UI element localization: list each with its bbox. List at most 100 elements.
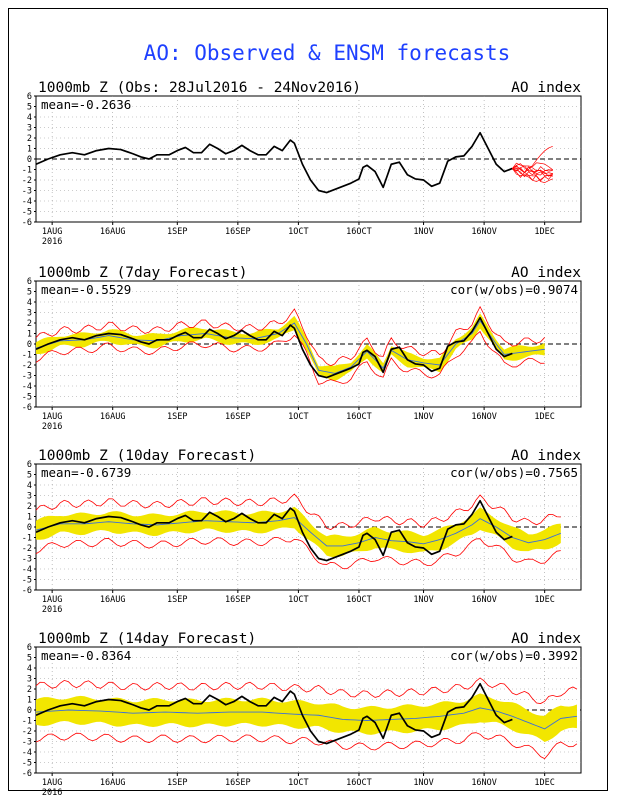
y-tick-label: 0 [27, 706, 32, 716]
x-tick-label: 16NOV [471, 778, 497, 788]
y-tick-label: -6 [22, 218, 32, 228]
figure-frame [8, 8, 608, 791]
label-background [449, 282, 579, 297]
y-tick-label: 3 [27, 124, 32, 134]
x-tick-label: 1NOV [413, 412, 433, 422]
x-tick-label: 1OCT [288, 778, 308, 788]
x-tick-sublabel: 2016 [42, 788, 62, 798]
x-tick-label: 16AUG [100, 227, 126, 237]
panel-right-label: AO index [511, 80, 581, 96]
member-lower-envelope [35, 330, 545, 385]
y-tick-label: -1 [22, 166, 32, 176]
x-tick-label: 1SEP [167, 595, 187, 605]
ensemble-spread-band [36, 313, 545, 382]
y-tick-label: 5 [27, 654, 32, 664]
observed-ao-line [35, 316, 513, 379]
chart-panel-1: 1000mb Z (Obs: 28Jul2016 - 24Nov2016) AO … [22, 80, 582, 247]
x-tick-label: 16OCT [346, 227, 372, 237]
x-tick-sublabel: 2016 [42, 422, 62, 432]
y-tick-label: 2 [27, 134, 32, 144]
x-tick-label: 16SEP [225, 595, 251, 605]
y-tick-label: -1 [22, 534, 32, 544]
label-background [40, 282, 133, 297]
y-tick-label: -2 [22, 361, 32, 371]
x-tick-label: 16SEP [225, 412, 251, 422]
y-tick-label: -5 [22, 576, 32, 586]
label-background [449, 465, 579, 480]
figure-title: AO: Observed & ENSM forecasts [144, 41, 511, 65]
x-tick-label: 1OCT [288, 227, 308, 237]
y-tick-label: -2 [22, 176, 32, 186]
chart-panel-4: 1000mb Z (14day Forecast) AO index1AUG201… [22, 631, 582, 798]
correlation-label: cor(w/obs)=0.9074 [450, 282, 578, 297]
y-tick-label: 0 [27, 523, 32, 533]
y-tick-label: 5 [27, 103, 32, 113]
y-tick-label: 5 [27, 471, 32, 481]
y-tick-label: -4 [22, 197, 32, 207]
mean-label: mean=-0.6739 [41, 465, 131, 480]
forecast-member-line [512, 162, 553, 171]
y-tick-label: 3 [27, 675, 32, 685]
mean-label: mean=-0.2636 [41, 97, 131, 112]
observed-ao-line [35, 682, 513, 745]
y-tick-label: 0 [27, 340, 32, 350]
chart-panel-3: 1000mb Z (10day Forecast) AO index1AUG201… [22, 448, 582, 615]
y-tick-label: -4 [22, 565, 32, 575]
member-upper-envelope [35, 305, 545, 367]
y-tick-label: -3 [22, 555, 32, 565]
y-tick-label: 1 [27, 696, 32, 706]
label-background [40, 648, 133, 663]
forecast-member-line [512, 168, 553, 181]
x-tick-label: 16OCT [346, 778, 372, 788]
y-tick-label: 3 [27, 492, 32, 502]
x-tick-label: 16AUG [100, 412, 126, 422]
y-tick-label: 2 [27, 502, 32, 512]
y-tick-label: 4 [27, 298, 32, 308]
x-tick-label: 1SEP [167, 227, 187, 237]
y-tick-label: -3 [22, 738, 32, 748]
ensemble-mean-line [35, 707, 578, 730]
y-tick-label: 3 [27, 309, 32, 319]
panel-title: 1000mb Z (7day Forecast) [38, 265, 248, 281]
y-tick-label: 1 [27, 330, 32, 340]
x-tick-label: 1DEC [534, 227, 554, 237]
correlation-label: cor(w/obs)=0.7565 [450, 465, 578, 480]
x-tick-label: 1NOV [413, 227, 433, 237]
x-tick-sublabel: 2016 [42, 605, 62, 615]
y-tick-label: 2 [27, 685, 32, 695]
panel-title: 1000mb Z (Obs: 28Jul2016 - 24Nov2016) [38, 80, 361, 96]
y-tick-label: -2 [22, 727, 32, 737]
mean-label: mean=-0.5529 [41, 282, 131, 297]
member-lower-envelope [35, 537, 561, 570]
chart-panel-2: 1000mb Z (7day Forecast) AO index1AUG2016… [22, 265, 582, 432]
panels: 1000mb Z (Obs: 28Jul2016 - 24Nov2016) AO … [22, 80, 582, 798]
y-tick-label: 4 [27, 664, 32, 674]
y-tick-label: -4 [22, 382, 32, 392]
x-tick-label: 16SEP [225, 778, 251, 788]
x-tick-label: 1DEC [534, 778, 554, 788]
y-tick-label: -6 [22, 586, 32, 596]
x-tick-label: 1SEP [167, 778, 187, 788]
y-tick-label: -3 [22, 187, 32, 197]
panel-title: 1000mb Z (14day Forecast) [38, 631, 256, 647]
observed-ao-line [35, 499, 513, 562]
x-tick-label: 16AUG [100, 778, 126, 788]
x-tick-label: 1AUG [42, 778, 62, 788]
x-tick-label: 1NOV [413, 778, 433, 788]
y-tick-label: 6 [27, 460, 32, 470]
label-background [40, 465, 133, 480]
y-tick-label: -1 [22, 717, 32, 727]
x-tick-label: 16OCT [346, 595, 372, 605]
y-tick-label: 6 [27, 643, 32, 653]
y-tick-label: -2 [22, 544, 32, 554]
y-tick-label: 4 [27, 113, 32, 123]
y-tick-label: 2 [27, 319, 32, 329]
ensemble-spread-band [36, 506, 561, 558]
y-tick-label: -5 [22, 393, 32, 403]
x-tick-label: 1SEP [167, 412, 187, 422]
x-tick-label: 1DEC [534, 412, 554, 422]
x-tick-sublabel: 2016 [42, 237, 62, 247]
y-tick-label: 6 [27, 277, 32, 287]
x-tick-label: 16NOV [471, 412, 497, 422]
